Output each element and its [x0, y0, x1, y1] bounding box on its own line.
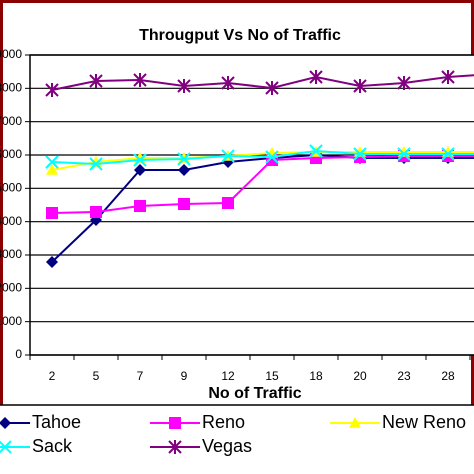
- data-point: [90, 206, 102, 218]
- data-point: [397, 76, 411, 90]
- data-point: [133, 153, 147, 167]
- data-point: [89, 157, 103, 171]
- data-point: [46, 207, 58, 219]
- data-point: [265, 150, 279, 164]
- data-point: [134, 164, 146, 176]
- x-tick-label: 28: [441, 369, 455, 383]
- data-point: [178, 164, 190, 176]
- x-tick-label: 2: [49, 369, 56, 383]
- data-point: [134, 200, 146, 212]
- y-tick-label: 3000: [0, 247, 22, 261]
- data-point: [177, 152, 191, 166]
- data-point: [353, 147, 367, 161]
- legend-label: New Reno: [382, 412, 466, 432]
- data-point: [309, 70, 323, 84]
- x-tick-label: 12: [221, 369, 235, 383]
- data-point: [178, 152, 190, 163]
- data-point: [353, 79, 367, 93]
- x-tick-label: 18: [309, 369, 323, 383]
- legend-label: Sack: [32, 436, 73, 456]
- data-point: [46, 256, 58, 268]
- data-point: [177, 79, 191, 93]
- x-tick-label: 20: [353, 369, 367, 383]
- data-point: [222, 197, 234, 209]
- y-tick-label: 1000: [0, 314, 22, 328]
- data-point: [397, 147, 411, 161]
- x-tick-label: 23: [397, 369, 411, 383]
- x-tick-label: 9: [181, 369, 188, 383]
- y-tick-label: 6000: [0, 147, 22, 161]
- y-tick-label: 7000: [0, 114, 22, 128]
- y-tick-label: 9000: [0, 47, 22, 61]
- data-point: [441, 70, 455, 84]
- x-tick-label: 7: [137, 369, 144, 383]
- y-tick-label: 8000: [0, 81, 22, 95]
- x-tick-label: 15: [265, 369, 279, 383]
- data-point: [89, 74, 103, 88]
- data-point: [45, 155, 59, 169]
- y-tick-label: 0: [15, 347, 22, 361]
- legend-marker: [168, 440, 182, 454]
- chart-title: Througput Vs No of Traffic: [139, 27, 341, 44]
- y-tick-label: 4000: [0, 214, 22, 228]
- y-tick-label: 5000: [0, 181, 22, 195]
- plot-area: [29, 54, 474, 356]
- legend-label: Tahoe: [32, 412, 81, 432]
- data-point: [221, 149, 235, 163]
- x-tick-label: 5: [93, 369, 100, 383]
- x-axis-title: No of Traffic: [208, 385, 301, 402]
- y-tick-label: 2000: [0, 281, 22, 295]
- legend-label: Reno: [202, 412, 245, 432]
- legend-label: Vegas: [202, 436, 252, 456]
- legend-marker: [0, 417, 11, 429]
- data-point: [178, 198, 190, 210]
- data-point: [441, 147, 455, 161]
- data-point: [46, 164, 58, 175]
- legend-marker: [169, 417, 181, 429]
- legend-marker: [0, 440, 12, 454]
- data-point: [133, 73, 147, 87]
- data-point: [309, 144, 323, 158]
- data-point: [221, 76, 235, 90]
- legend-marker: [349, 417, 361, 428]
- data-point: [45, 83, 59, 97]
- legend-box: [0, 404, 474, 474]
- data-point: [265, 81, 279, 95]
